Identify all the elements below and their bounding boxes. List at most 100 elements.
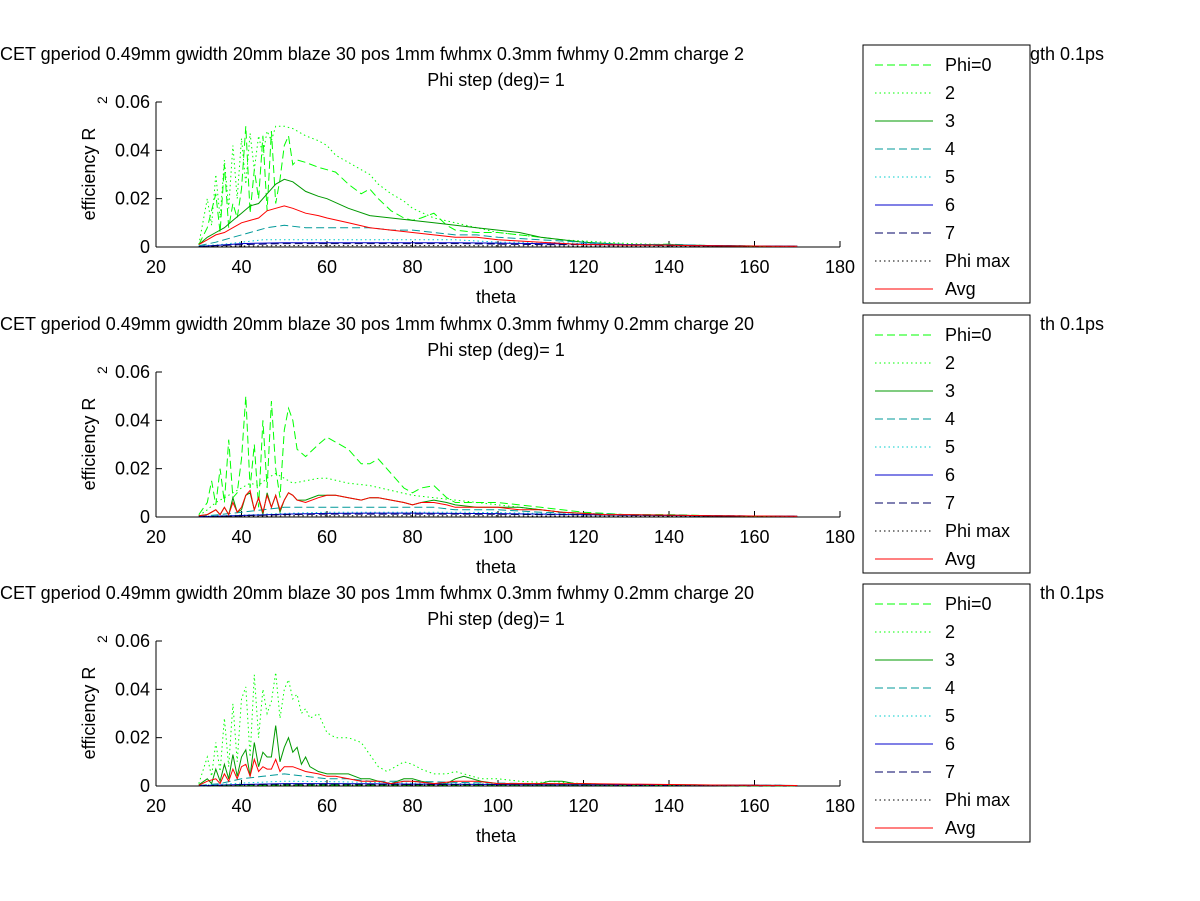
- legend-entry-8: Phi max: [945, 521, 1010, 541]
- legend-entry-8: Phi max: [945, 790, 1010, 810]
- x-tick-label: 120: [568, 527, 598, 547]
- legend-entry-4: 4: [945, 678, 955, 698]
- chart-title: CET gperiod 0.49mm gwidth 20mm blaze 30 …: [0, 44, 744, 64]
- chart-subtitle: Phi step (deg)= 1: [427, 340, 565, 360]
- x-axis-label: theta: [476, 826, 517, 846]
- y-tick-label: 0.04: [115, 679, 150, 699]
- x-tick-label: 60: [317, 257, 337, 277]
- x-tick-label: 60: [317, 796, 337, 816]
- x-tick-label: 20: [146, 796, 166, 816]
- x-tick-label: 180: [825, 796, 855, 816]
- x-axis-label: theta: [476, 287, 517, 307]
- y-axis-label-text: efficiency R: [79, 128, 99, 221]
- series-line-8: [198, 245, 798, 248]
- y-axis-label-text: efficiency R: [79, 398, 99, 491]
- y-axis-label-superscript: 2: [94, 366, 110, 374]
- x-tick-label: 20: [146, 257, 166, 277]
- x-tick-label: 160: [739, 527, 769, 547]
- legend-entry-6: 6: [945, 195, 955, 215]
- legend-entry-2: 2: [945, 83, 955, 103]
- legend: Phi=0 2 3 4 5 6 7 Phi max Avg: [862, 44, 1031, 304]
- y-tick-label: 0.04: [115, 140, 150, 160]
- legend-entry-7: 7: [945, 493, 955, 513]
- y-tick-label: 0.02: [115, 189, 150, 209]
- chart-title: CET gperiod 0.49mm gwidth 20mm blaze 30 …: [0, 314, 754, 334]
- legend-entry-1: Phi=0: [945, 55, 992, 75]
- series-line-9: [198, 757, 798, 786]
- legend-entry-6: 6: [945, 734, 955, 754]
- chart-panel-2: CET gperiod 0.49mm gwidth 20mm blaze 30 …: [0, 314, 1104, 577]
- y-axis-label: efficiency R 2: [79, 635, 110, 759]
- x-tick-label: 40: [231, 796, 251, 816]
- legend-entry-3: 3: [945, 381, 955, 401]
- chart-title-tail: th 0.1ps: [1040, 314, 1104, 334]
- x-tick-label: 40: [231, 527, 251, 547]
- legend-entry-8: Phi max: [945, 251, 1010, 271]
- x-tick-label: 140: [654, 527, 684, 547]
- legend-entry-9: Avg: [945, 279, 976, 299]
- series-line-5: [198, 780, 798, 786]
- x-tick-label: 120: [568, 257, 598, 277]
- legend-entry-5: 5: [945, 437, 955, 457]
- series-line-8: [198, 515, 798, 518]
- y-tick-label: 0.02: [115, 459, 150, 479]
- x-tick-label: 120: [568, 796, 598, 816]
- legend-entry-5: 5: [945, 167, 955, 187]
- legend-box: [862, 44, 1031, 304]
- series-line-9: [198, 489, 798, 517]
- y-tick-label: 0: [140, 776, 150, 796]
- chart-panel-3: CET gperiod 0.49mm gwidth 20mm blaze 30 …: [0, 583, 1104, 846]
- chart-panel-1: CET gperiod 0.49mm gwidth 20mm blaze 30 …: [0, 44, 1104, 307]
- legend-box: [862, 314, 1031, 574]
- y-tick-label: 0: [140, 507, 150, 527]
- chart-subtitle: Phi step (deg)= 1: [427, 70, 565, 90]
- legend-entry-3: 3: [945, 650, 955, 670]
- series-line-8: [198, 784, 798, 787]
- legend-entry-1: Phi=0: [945, 594, 992, 614]
- x-tick-label: 160: [739, 796, 769, 816]
- y-axis-label-superscript: 2: [94, 96, 110, 104]
- legend-box: [862, 583, 1031, 843]
- x-tick-label: 80: [402, 527, 422, 547]
- x-tick-label: 40: [231, 257, 251, 277]
- x-tick-label: 100: [483, 527, 513, 547]
- y-axis-label-text: efficiency R: [79, 667, 99, 760]
- x-tick-label: 20: [146, 527, 166, 547]
- legend-entry-7: 7: [945, 762, 955, 782]
- legend-entry-7: 7: [945, 223, 955, 243]
- legend-entry-2: 2: [945, 353, 955, 373]
- legend-entry-2: 2: [945, 622, 955, 642]
- legend: Phi=0 2 3 4 5 6 7 Phi max Avg: [862, 314, 1031, 574]
- series-line-5: [198, 511, 798, 517]
- y-tick-label: 0.06: [115, 631, 150, 651]
- y-tick-label: 0.06: [115, 362, 150, 382]
- legend-entry-9: Avg: [945, 818, 976, 838]
- y-tick-label: 0.06: [115, 92, 150, 112]
- x-tick-label: 80: [402, 257, 422, 277]
- legend-entry-6: 6: [945, 465, 955, 485]
- legend-entry-9: Avg: [945, 549, 976, 569]
- chart-subtitle: Phi step (deg)= 1: [427, 609, 565, 629]
- series-line-7: [198, 243, 798, 247]
- chart-title: CET gperiod 0.49mm gwidth 20mm blaze 30 …: [0, 583, 754, 603]
- legend-entry-3: 3: [945, 111, 955, 131]
- x-tick-label: 60: [317, 527, 337, 547]
- legend-entry-1: Phi=0: [945, 325, 992, 345]
- x-tick-label: 140: [654, 257, 684, 277]
- legend-entry-5: 5: [945, 706, 955, 726]
- chart-title-tail: th 0.1ps: [1040, 583, 1104, 603]
- series-line-2: [198, 672, 798, 786]
- y-axis-label: efficiency R 2: [79, 96, 110, 220]
- x-tick-label: 80: [402, 796, 422, 816]
- chart-title-tail: gth 0.1ps: [1030, 44, 1104, 64]
- y-tick-label: 0: [140, 237, 150, 257]
- x-tick-label: 100: [483, 796, 513, 816]
- x-tick-label: 140: [654, 796, 684, 816]
- x-axis-label: theta: [476, 557, 517, 577]
- y-axis-label-superscript: 2: [94, 635, 110, 643]
- legend-entry-4: 4: [945, 409, 955, 429]
- x-tick-label: 180: [825, 527, 855, 547]
- legend-entry-4: 4: [945, 139, 955, 159]
- x-tick-label: 180: [825, 257, 855, 277]
